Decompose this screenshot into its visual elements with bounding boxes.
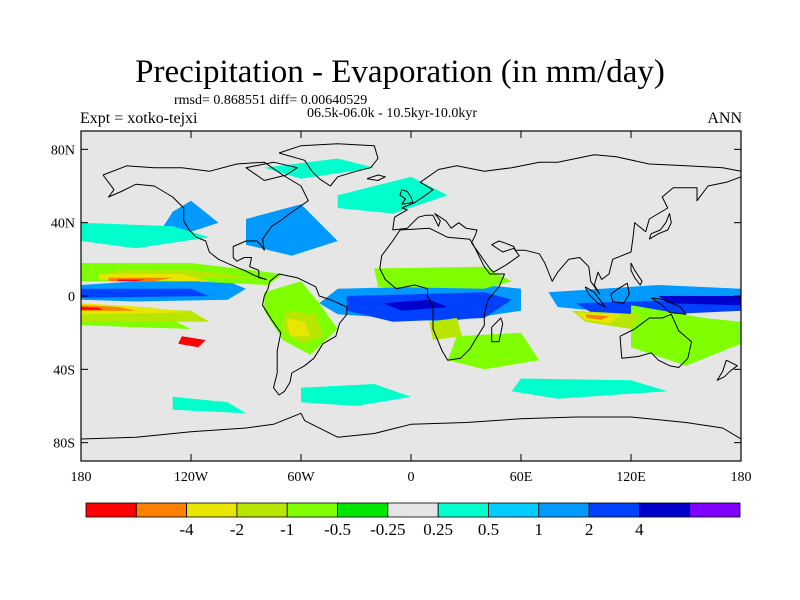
colorbar-swatch [588, 502, 640, 518]
coastline-sumatra [584, 286, 606, 308]
coastline-africa [379, 227, 505, 361]
field-region-pos_lt_025 [337, 176, 448, 214]
x-tick-label: 60E [510, 470, 533, 485]
field-region-pos_lt_1 [246, 204, 338, 256]
period-label: 06.5k-06.0k - 10.5kyr-10.0kyr [307, 106, 478, 121]
colorbar-swatch [85, 502, 137, 518]
y-tick-label: 40N [51, 217, 75, 232]
colorbar-swatch [337, 502, 389, 518]
coastline-europe-asia [392, 154, 741, 295]
colorbar-swatch [186, 502, 238, 518]
field-region-pos_lt_1 [163, 200, 219, 232]
colorbar-label: 4 [635, 520, 644, 539]
colorbar-swatch [638, 502, 691, 518]
coastline-australia [619, 313, 692, 368]
map-axes: 180 120W 60W 0 60E 120E 180 80N 40N 0 40S 80S [51, 131, 752, 485]
colorbar-label: -0.25 [370, 520, 405, 539]
plot-title: Precipitation - Evaporation (in mm/day) [135, 54, 665, 90]
x-tick-label: 180 [71, 470, 92, 485]
field-region-neg_lt_4 [117, 279, 146, 282]
coastline-borneo [610, 282, 630, 304]
coastline-madagascar [491, 317, 504, 343]
field-region-neg_lt_1 [81, 303, 191, 315]
coastline-south-america [262, 273, 348, 396]
field-region-pos_lt_025 [511, 378, 668, 399]
coastline-japan [648, 213, 672, 240]
stats-label: rmsd= 0.868551 diff= 0.00640529 [174, 93, 368, 108]
field-region-neg_lt_2 [585, 314, 609, 320]
y-tick-label: 40S [53, 363, 75, 378]
field-region-neg_lt_025 [631, 305, 741, 366]
field-region-neg_lt_4 [178, 336, 206, 348]
coastline-iceland [366, 174, 386, 181]
colorbar-swatch [387, 502, 439, 518]
coastline-philippines [630, 262, 643, 286]
colorbar-swatch [286, 502, 338, 518]
colorbar-label: -2 [230, 520, 244, 539]
coastline-baffin [245, 161, 298, 181]
field-region-pos_lt_4 [658, 296, 741, 306]
x-tick-label: 60W [287, 470, 315, 485]
x-tick-label: 180 [731, 470, 752, 485]
colorbar-swatch [236, 502, 288, 518]
map-fill-layer [81, 131, 741, 461]
x-tick-label: 0 [408, 470, 415, 485]
coastline-new-guinea [650, 297, 687, 315]
field-region-pos_lt_025 [264, 158, 375, 179]
coastline-greenland [278, 143, 379, 187]
coastline-antarctica [81, 412, 741, 440]
field-region-neg_lt_4 [81, 307, 103, 310]
colorbar-swatch [437, 502, 489, 518]
field-region-neg_lt_05 [429, 318, 463, 340]
field-region-pos_lt_025 [81, 222, 210, 249]
colorbar-label: 0.5 [478, 520, 499, 539]
field-region-pos_lt_4 [383, 299, 448, 311]
field-region-pos_lt_2 [81, 288, 210, 298]
colorbar-label: -1 [280, 520, 294, 539]
x-tick-label: 120W [174, 470, 209, 485]
colorbar-label: -0.5 [324, 520, 351, 539]
colorbar-swatch [135, 502, 188, 518]
x-tick-label: 120E [616, 470, 646, 485]
colorbar-swatch [538, 502, 590, 518]
coastline-new-zealand [716, 359, 738, 381]
field-region-pos_lt_025 [172, 396, 246, 414]
field-region-neg_lt_025 [447, 332, 540, 370]
y-tick-label: 80S [53, 437, 75, 452]
colorbar-label: 1 [535, 520, 544, 539]
season-label: ANN [707, 110, 742, 127]
coastline-layer [81, 143, 741, 440]
colorbar-swatch [488, 502, 540, 518]
colorbar-swatch [689, 502, 741, 518]
colorbar-label: -4 [180, 520, 195, 539]
colorbar-label: 2 [585, 520, 594, 539]
colorbar: -4 -2 -1 -0.5 -0.25 0.25 0.5 1 2 4 [85, 502, 741, 539]
coastline-north-america [102, 161, 309, 280]
experiment-label: Expt = xotko-tejxi [80, 110, 198, 127]
coastline-uk [399, 189, 414, 205]
y-tick-label: 80N [51, 143, 75, 158]
colorbar-label: 0.25 [423, 520, 453, 539]
field-region-neg_lt_1 [286, 318, 311, 337]
field-region-neg_lt_025 [374, 266, 512, 289]
y-tick-label: 0 [68, 290, 75, 305]
field-region-pos_lt_025 [301, 384, 411, 406]
